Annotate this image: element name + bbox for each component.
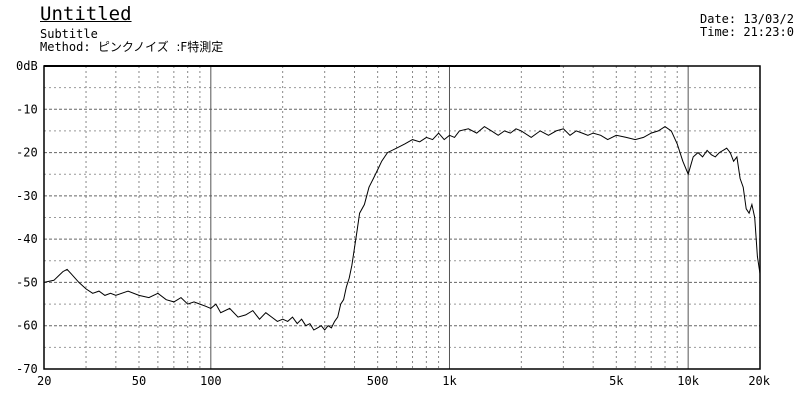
y-tick-label: -20: [16, 146, 38, 160]
y-tick-label: -60: [16, 319, 38, 333]
y-tick-label: -70: [16, 362, 38, 376]
x-tick-label: 100: [200, 374, 222, 388]
x-tick-label: 20k: [748, 374, 770, 388]
y-tick-label: 0dB: [16, 59, 38, 73]
response-trace: [43, 125, 761, 331]
y-tick-label: -10: [16, 102, 38, 116]
method-label: Method:: [40, 40, 91, 54]
grid-minor: [44, 66, 760, 369]
x-tick-label: 5k: [609, 374, 624, 388]
method-line: Method: ピンクノイズ :F特測定: [40, 41, 223, 53]
grid-major: [210, 66, 689, 369]
y-tick-label: -50: [16, 275, 38, 289]
y-tick-label: -40: [16, 232, 38, 246]
chart-subtitle: Subtitle: [40, 27, 98, 41]
x-tick-label: 10k: [677, 374, 699, 388]
x-tick-label: 20: [37, 374, 51, 388]
x-tick-label: 50: [132, 374, 146, 388]
y-tick-label: -30: [16, 189, 38, 203]
method-value: ピンクノイズ :F特測定: [97, 40, 224, 54]
y-axis-ticks: 0dB -10 -20 -30 -40 -50 -60 -70: [16, 59, 38, 376]
plot-frame: [43, 65, 761, 370]
chart-title: Untitled: [40, 3, 132, 25]
x-tick-label: 500: [367, 374, 389, 388]
x-axis-ticks: 20 50 100 500 1k 5k 10k 20k: [37, 374, 771, 388]
time-readout: Time: 21:23:0: [700, 25, 794, 39]
date-readout: Date: 13/03/2: [700, 12, 794, 26]
x-tick-label: 1k: [442, 374, 457, 388]
